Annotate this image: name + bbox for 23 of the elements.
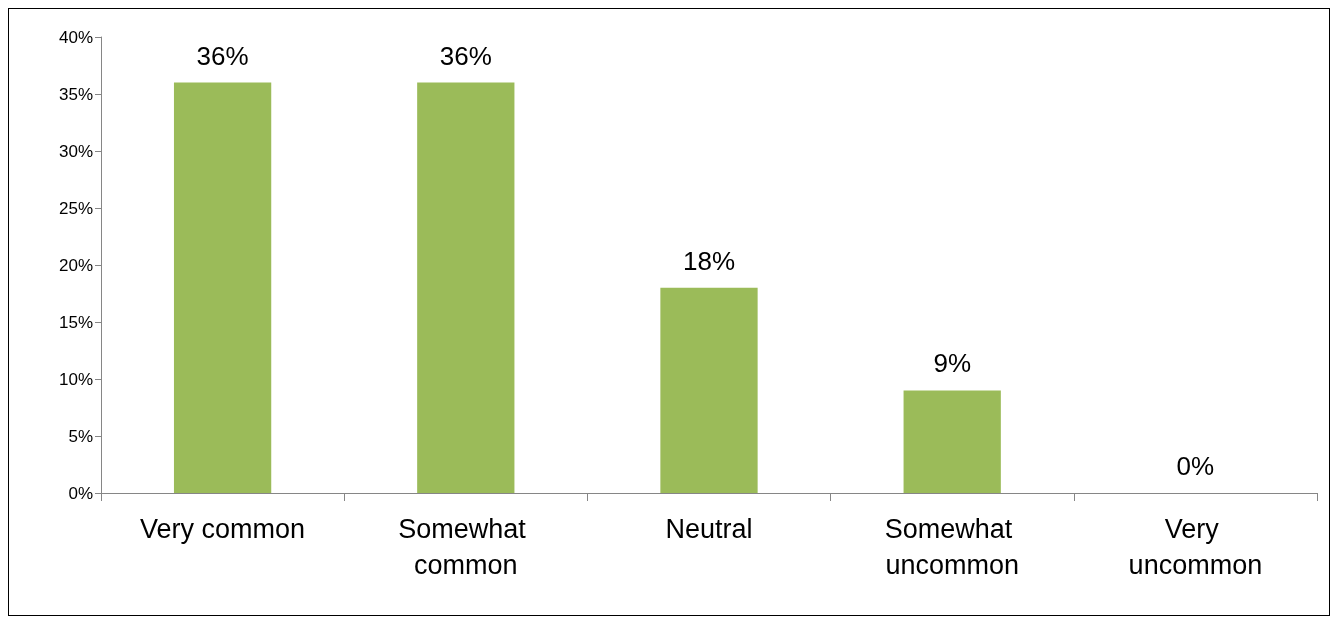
y-tick-label: 30%	[58, 141, 93, 161]
x-tick-label: Very common	[140, 514, 306, 544]
y-tick-label: 5%	[68, 426, 93, 446]
bar	[173, 82, 272, 493]
y-tick-label: 25%	[58, 198, 93, 218]
y-tick-label: 20%	[58, 255, 93, 275]
y-tick-label: 0%	[68, 483, 93, 503]
data-label: 18%	[682, 245, 736, 276]
x-tick-label: Somewhat common	[398, 514, 534, 580]
x-tick-label: Very uncommon	[1128, 514, 1263, 580]
y-tick-label: 15%	[58, 312, 93, 332]
data-label: 9%	[933, 348, 971, 379]
x-tick-label: Somewhat uncommon	[884, 514, 1020, 580]
x-tick-label: Neutral	[665, 514, 753, 544]
bar	[660, 287, 758, 493]
data-label: 0%	[1176, 451, 1215, 481]
y-tick-label: 40%	[58, 27, 93, 47]
data-label: 36%	[196, 40, 249, 71]
y-tick-label: 35%	[58, 84, 93, 104]
bar	[903, 390, 1001, 493]
bar	[417, 82, 515, 493]
y-tick-label: 10%	[58, 369, 93, 389]
data-label: 36%	[439, 40, 492, 71]
